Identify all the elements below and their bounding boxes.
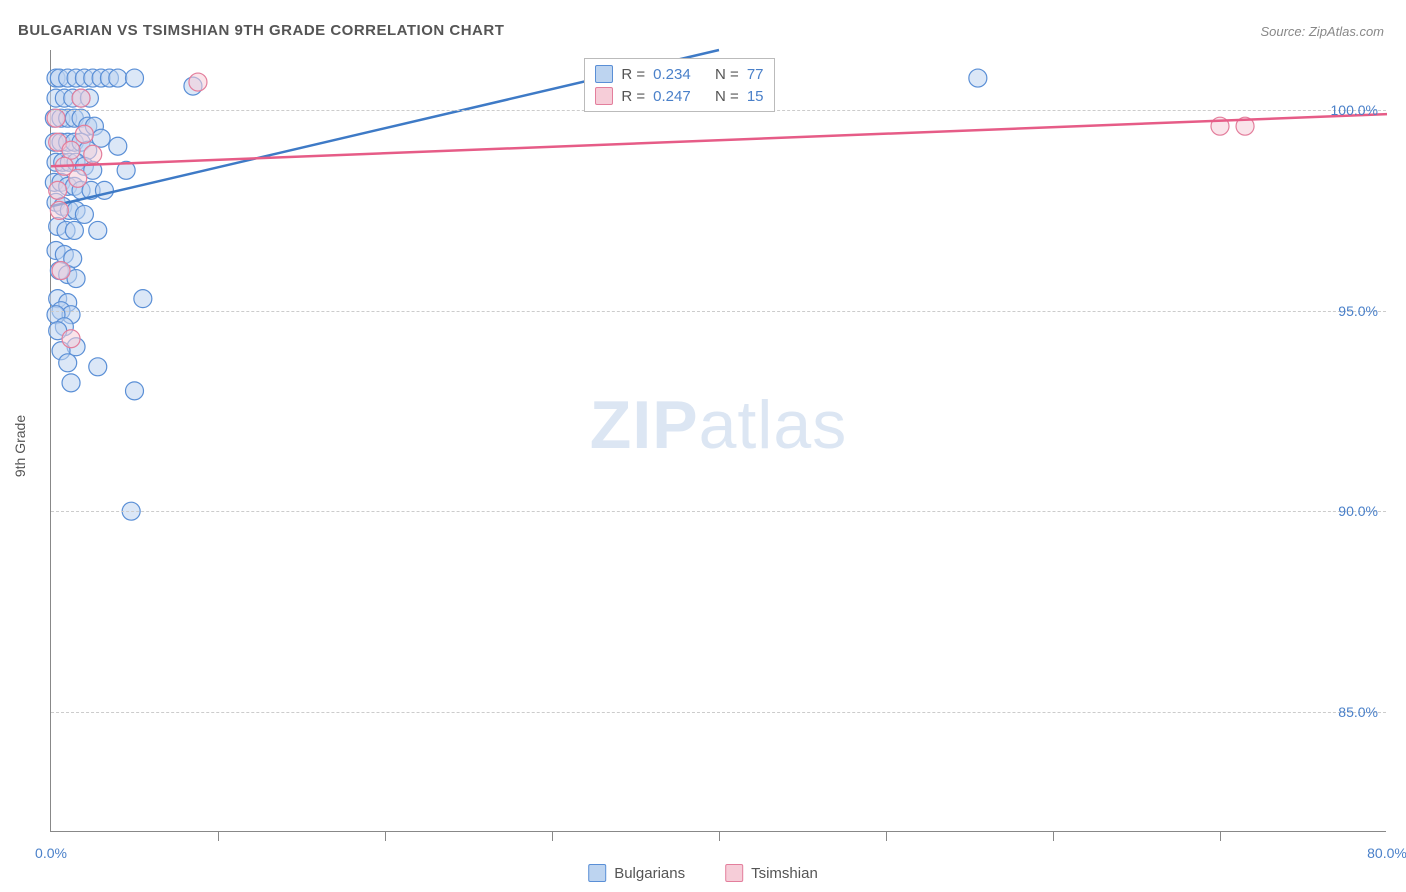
scatter-point-bulgarians — [75, 205, 93, 223]
y-axis-title: 9th Grade — [12, 415, 28, 477]
source-label: Source: ZipAtlas.com — [1260, 24, 1384, 39]
n-label: N = — [715, 88, 739, 105]
scatter-point-bulgarians — [59, 354, 77, 372]
legend-label: Bulgarians — [614, 865, 685, 882]
scatter-point-tsimshian — [189, 73, 207, 91]
scatter-point-bulgarians — [109, 69, 127, 87]
r-label: R = — [621, 88, 645, 105]
x-tick — [1053, 831, 1054, 841]
scatter-point-tsimshian — [72, 89, 90, 107]
scatter-point-tsimshian — [52, 262, 70, 280]
y-tick-label: 90.0% — [1338, 503, 1378, 519]
x-tick-label: 0.0% — [35, 845, 67, 861]
n-value: 77 — [747, 66, 764, 83]
legend-swatch — [595, 65, 613, 83]
legend-stats-row: R = 0.247 N = 15 — [595, 85, 763, 107]
scatter-point-bulgarians — [92, 129, 110, 147]
r-value: 0.234 — [653, 66, 691, 83]
plot-area: ZIPatlas 85.0%90.0%95.0%100.0%0.0%80.0% — [50, 50, 1386, 832]
scatter-point-tsimshian — [84, 145, 102, 163]
scatter-point-tsimshian — [69, 169, 87, 187]
legend-stats-row: R = 0.234 N = 77 — [595, 63, 763, 85]
n-value: 15 — [747, 88, 764, 105]
scatter-point-tsimshian — [50, 201, 68, 219]
legend-stats: R = 0.234 N = 77 R = 0.247 N = 15 — [584, 58, 774, 112]
scatter-point-bulgarians — [134, 290, 152, 308]
chart-title: BULGARIAN VS TSIMSHIAN 9TH GRADE CORRELA… — [18, 22, 504, 39]
scatter-point-bulgarians — [95, 181, 113, 199]
x-tick — [886, 831, 887, 841]
y-tick-label: 85.0% — [1338, 704, 1378, 720]
x-tick — [218, 831, 219, 841]
x-tick — [1220, 831, 1221, 841]
y-tick-label: 100.0% — [1331, 102, 1378, 118]
x-tick — [719, 831, 720, 841]
r-label: R = — [621, 66, 645, 83]
scatter-point-tsimshian — [49, 181, 67, 199]
gridline-h — [51, 712, 1386, 713]
scatter-point-bulgarians — [969, 69, 987, 87]
plot-svg — [51, 50, 1386, 831]
legend-item: Tsimshian — [725, 864, 818, 882]
legend-swatch — [588, 864, 606, 882]
scatter-point-tsimshian — [62, 141, 80, 159]
y-tick-label: 95.0% — [1338, 303, 1378, 319]
scatter-point-bulgarians — [65, 221, 83, 239]
scatter-point-bulgarians — [126, 69, 144, 87]
scatter-point-bulgarians — [89, 221, 107, 239]
scatter-point-bulgarians — [89, 358, 107, 376]
legend-item: Bulgarians — [588, 864, 685, 882]
gridline-h — [51, 311, 1386, 312]
x-tick — [385, 831, 386, 841]
legend-bottom: Bulgarians Tsimshian — [588, 864, 818, 882]
scatter-point-bulgarians — [109, 137, 127, 155]
scatter-point-bulgarians — [62, 374, 80, 392]
legend-swatch — [595, 87, 613, 105]
n-label: N = — [715, 66, 739, 83]
scatter-point-tsimshian — [62, 330, 80, 348]
legend-label: Tsimshian — [751, 865, 818, 882]
gridline-h — [51, 511, 1386, 512]
r-value: 0.247 — [653, 88, 691, 105]
scatter-point-bulgarians — [126, 382, 144, 400]
x-tick — [552, 831, 553, 841]
trend-line-tsimshian — [51, 114, 1387, 166]
x-tick-label: 80.0% — [1367, 845, 1406, 861]
scatter-point-tsimshian — [75, 125, 93, 143]
legend-swatch — [725, 864, 743, 882]
chart-container: BULGARIAN VS TSIMSHIAN 9TH GRADE CORRELA… — [0, 0, 1406, 892]
scatter-point-tsimshian — [47, 109, 65, 127]
